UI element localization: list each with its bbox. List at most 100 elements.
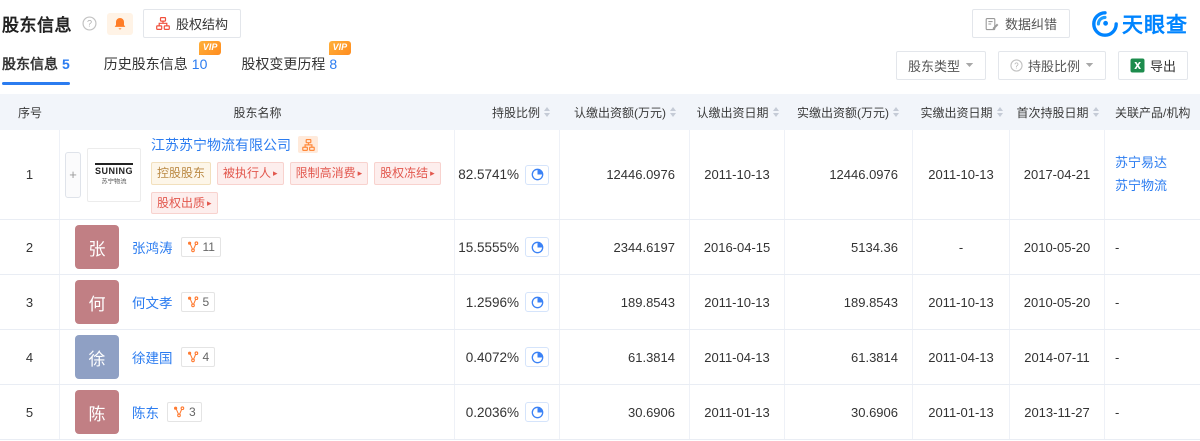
sort-icon[interactable]: [1092, 107, 1099, 117]
shareholder-name-link[interactable]: 何文孝: [132, 296, 173, 311]
relation-graph-icon: [187, 351, 199, 363]
paid-date-cell: 2011-04-13: [913, 330, 1010, 384]
company-name-link[interactable]: 江苏苏宁物流有限公司: [151, 136, 291, 153]
tag-red[interactable]: 限制高消费 ▸: [289, 161, 369, 185]
tab-3[interactable]: 股权变更历程 8 VIP: [241, 41, 352, 76]
company-logo-line1: SUNING: [94, 162, 133, 176]
company-logo-line2: 苏宁物流: [101, 177, 127, 185]
company-name-line: 江苏苏宁物流有限公司: [151, 135, 454, 155]
column-header-6[interactable]: 实缴出资日期: [913, 94, 1010, 130]
subscribed-date-cell: 2016-04-15: [690, 220, 785, 274]
column-header-0: 序号: [0, 94, 60, 130]
first-holding-date: 2010-05-20: [1023, 239, 1091, 255]
sort-icon[interactable]: [544, 107, 550, 117]
paid-amount-cell: 189.8543: [785, 275, 913, 329]
first-holding-date-cell: 2013-11-27: [1010, 385, 1105, 439]
relation-graph-badge[interactable]: 5: [180, 292, 216, 312]
paid-date: 2011-04-13: [928, 349, 994, 365]
column-header-3[interactable]: 认缴出资额(万元): [560, 94, 690, 130]
help-icon[interactable]: ?: [82, 16, 97, 31]
table-row: 4 徐徐建国 4 0.4072% 61.3814 2011-04-13 61.3814 201…: [0, 330, 1200, 385]
pie-chart-button[interactable]: [525, 237, 549, 257]
company-tags: 控股股东 被执行人 ▸ 限制高消费 ▸ 股权冻结 ▸ 股权出质 ▸: [151, 155, 454, 215]
data-correction-button[interactable]: 数据纠错: [971, 9, 1070, 38]
shareholder-name-link[interactable]: 陈东: [132, 406, 159, 421]
shareholder-type-filter[interactable]: 股东类型: [895, 50, 986, 80]
edit-document-icon: [985, 17, 999, 31]
first-holding-date-cell: 2010-05-20: [1010, 220, 1105, 274]
relation-graph-badge[interactable]: 4: [180, 347, 216, 367]
holding-ratio-value: 0.2036%: [465, 404, 519, 420]
column-header-8: 关联产品/机构: [1105, 94, 1200, 130]
paid-date: 2011-10-13: [928, 294, 994, 310]
pie-chart-button[interactable]: [525, 347, 549, 367]
expand-button[interactable]: +: [65, 151, 81, 198]
avatar[interactable]: 陈: [75, 390, 119, 434]
paid-amount-cell: 30.6906: [785, 385, 913, 439]
shareholder-name-link[interactable]: 徐建国: [132, 351, 173, 366]
avatar[interactable]: 张: [75, 225, 119, 269]
company-logo[interactable]: SUNING 苏宁物流: [87, 147, 141, 202]
brand-name: 天眼查: [1122, 13, 1188, 37]
paid-amount: 12446.0976: [829, 167, 898, 182]
row-index: 5: [25, 404, 34, 420]
subscribed-date: 2011-04-13: [704, 349, 770, 365]
column-header-7[interactable]: 首次持股日期: [1010, 94, 1105, 130]
shareholder-type-label: 股东类型: [907, 58, 960, 74]
relation-graph-icon: [187, 241, 199, 253]
relation-graph-icon: [173, 406, 185, 418]
pie-chart-button[interactable]: [525, 292, 549, 312]
column-header-5[interactable]: 实缴出资额(万元): [785, 94, 913, 130]
row-index: 1: [25, 167, 34, 182]
shareholder-name-cell: 徐徐建国 4: [60, 330, 455, 384]
tag-red[interactable]: 股权出质 ▸: [151, 191, 218, 215]
paid-date-cell: 2011-10-13: [913, 130, 1010, 219]
column-label: 持股比例: [491, 105, 540, 120]
holding-ratio-cell: 15.5555%: [455, 220, 560, 274]
column-header-2[interactable]: 持股比例: [455, 94, 560, 130]
tab-label: 历史股东信息: [103, 56, 188, 72]
related-products-cell: -: [1105, 275, 1200, 329]
pie-chart-button[interactable]: [525, 402, 549, 422]
monitor-bell-icon[interactable]: [107, 12, 133, 35]
relation-graph-icon: [187, 296, 199, 308]
sort-icon[interactable]: [996, 107, 1003, 117]
avatar[interactable]: 徐: [75, 335, 119, 379]
avatar[interactable]: 何: [75, 280, 119, 324]
paid-amount-cell: 5134.36: [785, 220, 913, 274]
sort-icon[interactable]: [772, 107, 779, 117]
related-dash: -: [1115, 404, 1120, 420]
svg-text:?: ?: [1014, 61, 1019, 70]
subscribed-amount: 12446.0976: [606, 167, 675, 182]
related-product-link[interactable]: 苏宁物流: [1115, 178, 1168, 193]
tag-red[interactable]: 股权冻结 ▸: [374, 161, 441, 185]
equity-structure-button[interactable]: 股权结构: [143, 9, 242, 38]
tab-1[interactable]: 股东信息 5: [2, 54, 70, 85]
related-products-cell: -: [1105, 220, 1200, 274]
relation-graph-badge[interactable]: 11: [180, 237, 221, 257]
relation-count: 5: [202, 295, 210, 309]
holding-ratio-filter[interactable]: ? 持股比例: [997, 50, 1106, 80]
tag-gold[interactable]: 控股股东: [151, 161, 212, 185]
relation-count: 11: [202, 240, 215, 254]
subscribed-amount-cell: 189.8543: [560, 275, 690, 329]
column-header-4[interactable]: 认缴出资日期: [690, 94, 785, 130]
company-content: 江苏苏宁物流有限公司控股股东 被执行人 ▸ 限制高消费 ▸ 股权冻结 ▸ 股权出质 ▸: [151, 135, 454, 215]
tag-red[interactable]: 被执行人 ▸: [217, 161, 284, 185]
tag-arrow-icon: ▸: [207, 197, 212, 208]
paid-amount-cell: 61.3814: [785, 330, 913, 384]
sort-icon[interactable]: [893, 107, 899, 117]
related-product-link[interactable]: 苏宁易达: [1115, 154, 1168, 170]
tab-2[interactable]: 历史股东信息 10 VIP: [103, 41, 222, 76]
pie-chart-button[interactable]: [525, 164, 549, 185]
equity-structure-label: 股权结构: [176, 17, 229, 32]
relation-graph-badge[interactable]: 3: [167, 402, 202, 422]
sort-icon[interactable]: [670, 107, 676, 117]
column-label: 股东名称: [233, 105, 282, 120]
company-equity-graph-icon[interactable]: [298, 136, 318, 154]
paid-amount-cell: 12446.0976: [785, 130, 913, 219]
shareholder-name-link[interactable]: 张鸿涛: [132, 241, 173, 256]
tab-count: 8: [329, 56, 338, 72]
export-button[interactable]: 导出: [1117, 50, 1188, 80]
